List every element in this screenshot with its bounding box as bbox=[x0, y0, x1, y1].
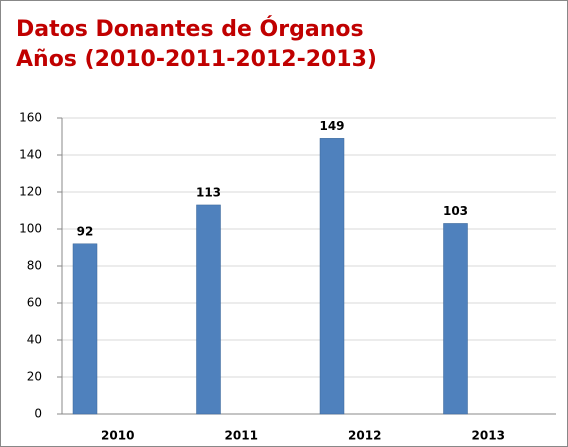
y-tick-label: 80 bbox=[27, 259, 42, 273]
x-tick-label: 2010 bbox=[101, 429, 134, 443]
data-label: 149 bbox=[319, 119, 344, 133]
data-label: 113 bbox=[196, 185, 221, 199]
y-tick-label: 100 bbox=[19, 222, 42, 236]
data-label: 92 bbox=[77, 224, 94, 238]
y-tick-label: 0 bbox=[34, 407, 42, 421]
bar bbox=[443, 223, 468, 415]
y-tick-label: 20 bbox=[27, 370, 42, 384]
y-tick-label: 40 bbox=[27, 333, 42, 347]
y-tick-label: 140 bbox=[19, 148, 42, 162]
y-tick-label: 60 bbox=[27, 296, 42, 310]
x-tick-label: 2013 bbox=[472, 429, 505, 443]
y-tick-label: 160 bbox=[19, 111, 42, 125]
chart-title: Datos Donantes de Órganos bbox=[16, 16, 364, 42]
bar bbox=[196, 204, 221, 415]
bar bbox=[72, 243, 98, 415]
y-tick-label: 120 bbox=[19, 185, 42, 199]
data-label: 103 bbox=[443, 204, 468, 218]
bar bbox=[319, 138, 345, 415]
x-tick-label: 2012 bbox=[348, 429, 381, 443]
x-tick-label: 2011 bbox=[225, 429, 258, 443]
chart-subtitle: Años (2010-2011-2012-2013) bbox=[16, 47, 377, 72]
